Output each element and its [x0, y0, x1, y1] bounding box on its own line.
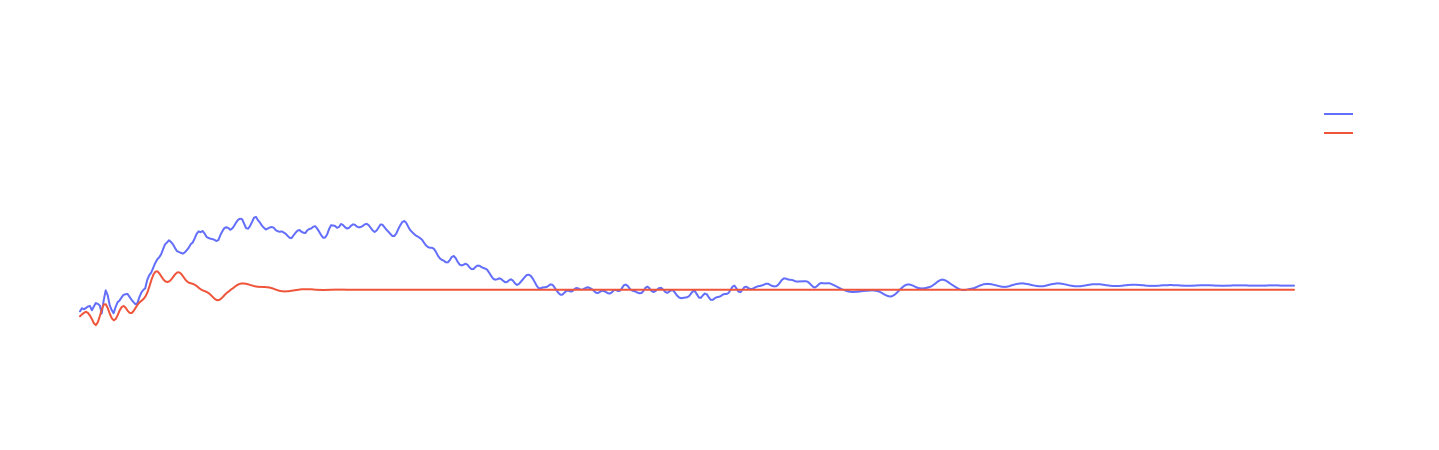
legend[interactable]	[1324, 113, 1353, 134]
plot-area	[79, 215, 1295, 327]
series-line-2[interactable]	[79, 270, 1295, 327]
series-line-1[interactable]	[79, 215, 1295, 315]
